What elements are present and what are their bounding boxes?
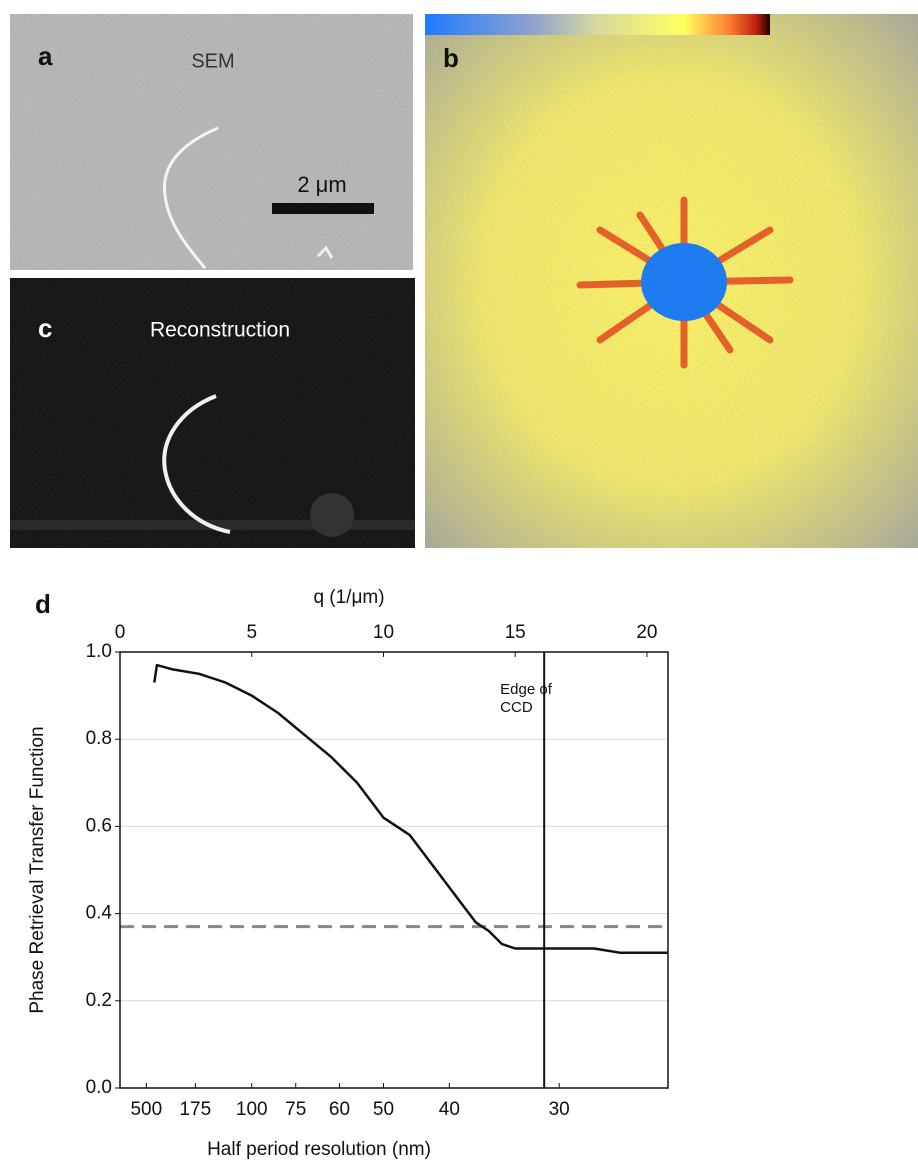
figure: a SEM 2 μm c Reconstruction b d 0.0 0.2 0.4… — [0, 0, 918, 1167]
x2-tick-label: 30 — [549, 1099, 570, 1120]
scale-bar — [272, 203, 374, 214]
y-tick-label: 0.8 — [86, 728, 112, 749]
series-line — [154, 665, 668, 953]
panel-c: c Reconstruction — [10, 278, 415, 548]
panel-a: a SEM 2 μm — [10, 14, 413, 270]
y-tick-label: 0.6 — [86, 815, 112, 836]
annotation: CCD — [500, 699, 533, 716]
y-tick-label: 0.0 — [86, 1077, 112, 1098]
y-tick-label: 0.2 — [86, 990, 112, 1011]
page: a SEM 2 μm c Reconstruction b d 0.0 0.2 0.4… — [0, 0, 918, 1167]
y-tick-label: 0.4 — [86, 903, 113, 924]
x-tick-label: 10 — [373, 622, 394, 643]
y-tick-label: 1.0 — [86, 641, 112, 662]
x2-axis-label: Half period resolution (nm) — [207, 1139, 431, 1160]
x-tick-label: 15 — [505, 622, 526, 643]
panel-b: b — [425, 14, 918, 548]
artifact — [310, 493, 354, 537]
x-tick-label: 5 — [246, 622, 257, 643]
x-tick-label: 0 — [115, 622, 126, 643]
beam-stop — [641, 243, 727, 321]
x2-tick-label: 40 — [439, 1099, 460, 1120]
panel-letter: d — [35, 589, 51, 619]
x-axis-label: q (1/μm) — [313, 587, 384, 608]
x2-tick-label: 100 — [236, 1099, 268, 1120]
panel-letter: c — [38, 313, 52, 343]
x-tick-label: 20 — [636, 622, 657, 643]
x2-tick-label: 60 — [329, 1099, 350, 1120]
panel-title: Reconstruction — [150, 319, 290, 342]
x2-tick-label: 175 — [179, 1099, 211, 1120]
panel-title: SEM — [191, 50, 234, 72]
scale-bar-label: 2 μm — [297, 172, 346, 197]
plot-frame — [120, 652, 668, 1088]
x2-tick-label: 50 — [373, 1099, 394, 1120]
panel-letter: b — [443, 43, 459, 73]
x2-tick-label: 500 — [130, 1099, 162, 1120]
annotation: Edge of — [500, 681, 553, 698]
panel-letter: a — [38, 41, 53, 71]
x2-tick-label: 75 — [285, 1099, 306, 1120]
colorbar — [425, 14, 770, 35]
panel-d: d 0.0 0.2 0.4 0.6 0.8 1.00 5 10 15 20 500 175 100 75 60… — [27, 587, 668, 1160]
y-axis-label: Phase Retrieval Transfer Function — [27, 726, 48, 1013]
